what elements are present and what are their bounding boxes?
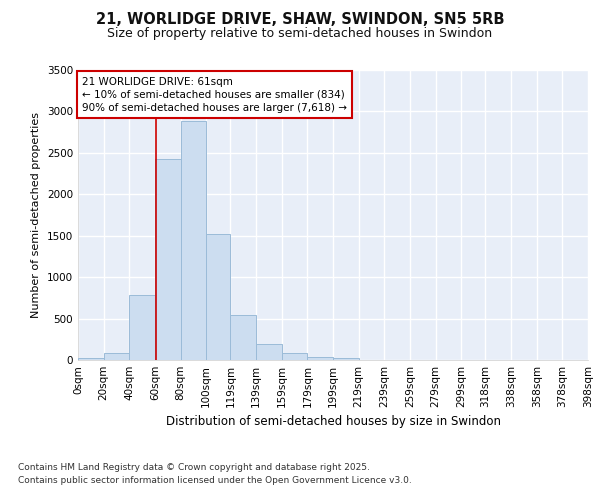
Bar (129, 296, 155, 360)
Bar (282, 352, 307, 360)
Bar (307, 356, 333, 360)
Bar (155, 158, 181, 360)
Bar (333, 358, 359, 360)
Bar (104, 354, 129, 360)
Bar (256, 344, 282, 360)
Y-axis label: Number of semi-detached properties: Number of semi-detached properties (31, 112, 41, 318)
Text: 21, WORLIDGE DRIVE, SHAW, SWINDON, SN5 5RB: 21, WORLIDGE DRIVE, SHAW, SWINDON, SN5 5… (96, 12, 504, 28)
Bar (230, 316, 256, 360)
Text: Contains HM Land Registry data © Crown copyright and database right 2025.
Contai: Contains HM Land Registry data © Crown c… (18, 464, 412, 485)
Bar (206, 234, 230, 360)
X-axis label: Distribution of semi-detached houses by size in Swindon: Distribution of semi-detached houses by … (166, 416, 500, 428)
Bar (181, 122, 206, 360)
Text: 21 WORLIDGE DRIVE: 61sqm
← 10% of semi-detached houses are smaller (834)
90% of : 21 WORLIDGE DRIVE: 61sqm ← 10% of semi-d… (82, 76, 347, 113)
Text: Size of property relative to semi-detached houses in Swindon: Size of property relative to semi-detach… (107, 28, 493, 40)
Bar (78, 358, 104, 360)
